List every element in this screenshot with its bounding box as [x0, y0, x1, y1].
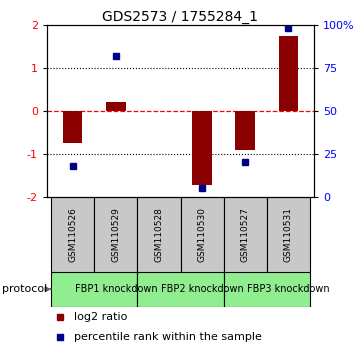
Title: GDS2573 / 1755284_1: GDS2573 / 1755284_1: [103, 10, 258, 24]
Bar: [192, 111, 212, 184]
Bar: [138, 272, 223, 307]
Text: GSM110528: GSM110528: [155, 207, 164, 262]
Bar: [51, 196, 94, 272]
Text: GSM110526: GSM110526: [68, 207, 77, 262]
Bar: [106, 102, 126, 111]
Bar: [223, 272, 310, 307]
Bar: [267, 196, 310, 272]
Text: FBP2 knockdown: FBP2 knockdown: [161, 284, 243, 294]
Text: GSM110531: GSM110531: [284, 207, 293, 262]
Bar: [223, 196, 267, 272]
Text: percentile rank within the sample: percentile rank within the sample: [74, 332, 261, 342]
Text: log2 ratio: log2 ratio: [74, 312, 127, 322]
Bar: [180, 196, 223, 272]
Bar: [235, 111, 255, 150]
Text: protocol: protocol: [2, 284, 47, 294]
Bar: [51, 272, 138, 307]
Bar: [279, 35, 298, 111]
Bar: [138, 196, 180, 272]
Text: FBP3 knockdown: FBP3 knockdown: [247, 284, 330, 294]
Bar: [94, 196, 138, 272]
Text: GSM110527: GSM110527: [241, 207, 249, 262]
Text: FBP1 knockdown: FBP1 knockdown: [75, 284, 157, 294]
Text: GSM110529: GSM110529: [112, 207, 120, 262]
Text: GSM110530: GSM110530: [197, 207, 206, 262]
Bar: [63, 111, 82, 143]
